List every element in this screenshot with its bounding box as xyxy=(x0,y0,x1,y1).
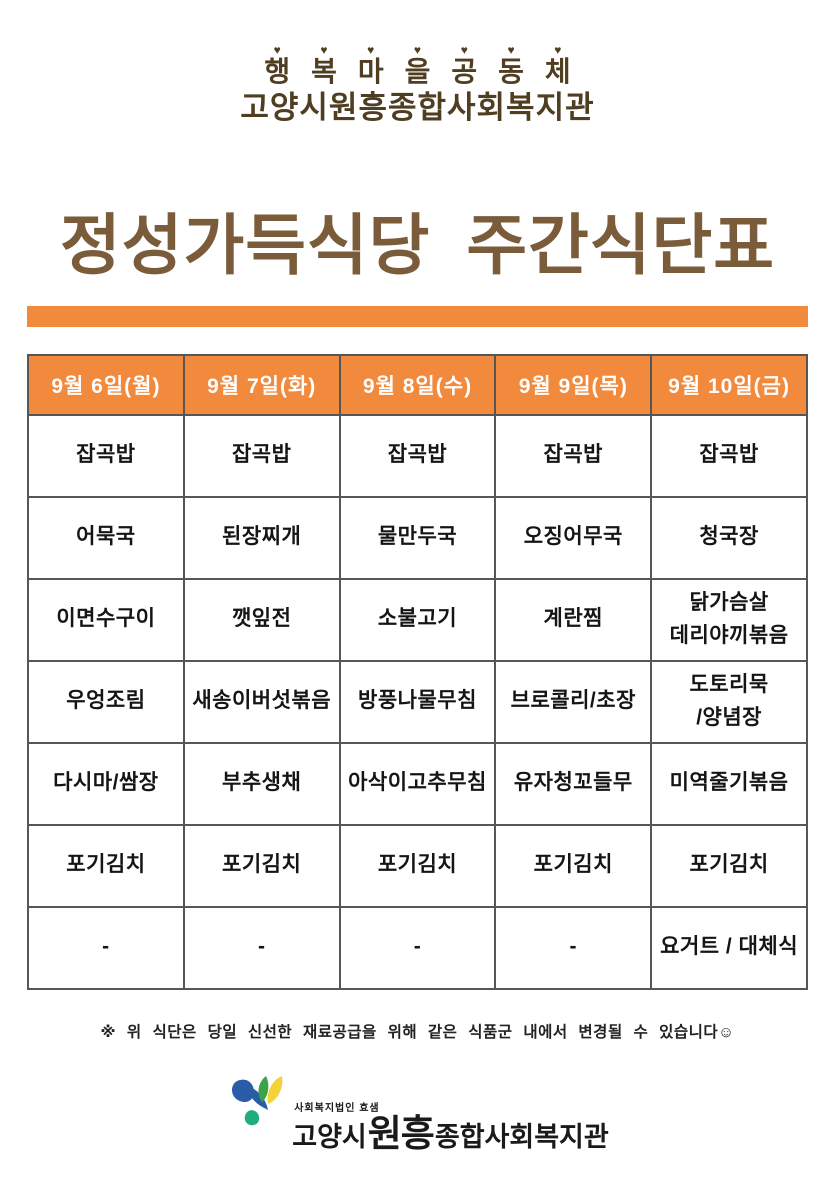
table-row: 포기김치 포기김치 포기김치 포기김치 포기김치 xyxy=(27,823,808,908)
community-char: 마 xyxy=(357,56,384,87)
org-community-name: ♥ 행 ♥ 복 ♥ 마 ♥ 을 ♥ 공 ♥ 동 xyxy=(0,44,835,86)
org-logo: 사회복지법인 효샘 고양시 원흥 종합사회복지관 xyxy=(0,1074,835,1152)
menu-cell: 이면수구이 xyxy=(27,577,185,662)
menu-cell: 잡곡밥 xyxy=(650,413,808,498)
heart-icon: ♥ xyxy=(320,43,328,57)
menu-cell: - xyxy=(338,905,497,990)
menu-cell: 포기김치 xyxy=(338,823,497,908)
community-char-block: ♥ 을 xyxy=(405,44,431,86)
menu-cell: - xyxy=(182,905,341,990)
logo-center-name: 고양시 원흥 종합사회복지관 xyxy=(292,1115,609,1152)
header-cell-tue: 9월 7일(화) xyxy=(182,353,341,416)
menu-cell: 미역줄기볶음 xyxy=(650,741,808,826)
table-header-row: 9월 6일(월) 9월 7일(화) 9월 8일(수) 9월 9일(목) 9월 1… xyxy=(27,353,808,416)
community-char: 체 xyxy=(544,56,571,87)
footer-note: ※ 위 식단은 당일 신선한 재료공급을 위해 같은 식품군 내에서 변경될 수… xyxy=(100,1023,735,1041)
header-cell-mon: 9월 6일(월) xyxy=(27,353,185,416)
community-char-block: ♥ 마 xyxy=(358,44,384,86)
menu-cell: 잡곡밥 xyxy=(338,413,497,498)
heart-icon: ♥ xyxy=(413,43,422,57)
table-row: 잡곡밥 잡곡밥 잡곡밥 잡곡밥 잡곡밥 xyxy=(27,413,808,498)
menu-cell: - xyxy=(27,905,185,990)
menu-cell: 잡곡밥 xyxy=(182,413,341,498)
menu-cell: 소불고기 xyxy=(338,577,497,662)
logo-name-prefix: 고양시 xyxy=(292,1121,367,1152)
logo-foundation-text: 사회복지법인 효샘 xyxy=(294,1102,380,1114)
menu-cell: 다시마/쌈장 xyxy=(27,741,185,826)
page-title: 정성가득식당 주간식단표 xyxy=(0,212,835,278)
menu-cell: 요거트 / 대체식 xyxy=(650,905,808,990)
community-char: 복 xyxy=(311,56,337,87)
community-char-block: ♥ 복 xyxy=(311,44,337,86)
community-char-block: ♥ 동 xyxy=(498,44,524,86)
heart-icon: ♥ xyxy=(460,43,468,57)
heart-icon: ♥ xyxy=(554,43,562,57)
table-row: 어묵국 된장찌개 물만두국 오징어무국 청국장 xyxy=(27,495,808,580)
header-cell-thu: 9월 9일(목) xyxy=(494,353,653,416)
community-char: 을 xyxy=(404,56,431,87)
community-char: 공 xyxy=(451,56,478,87)
menu-cell: 도토리묵 /양념장 xyxy=(650,659,808,744)
menu-table-head: 9월 6일(월) 9월 7일(화) 9월 8일(수) 9월 9일(목) 9월 1… xyxy=(27,353,808,416)
menu-cell: 닭가슴살 데리야끼볶음 xyxy=(650,577,808,662)
menu-cell: 유자청꼬들무 xyxy=(494,741,653,826)
logo-name-suffix: 종합사회복지관 xyxy=(434,1121,609,1152)
page-title-part2: 주간식단표 xyxy=(466,207,775,282)
header-cell-fri: 9월 10일(금) xyxy=(650,353,808,416)
community-char-block: ♥ 공 xyxy=(451,44,477,86)
menu-cell: 우엉조림 xyxy=(27,659,185,744)
menu-cell: 포기김치 xyxy=(182,823,341,908)
table-row: 우엉조림 새송이버섯볶음 방풍나물무침 브로콜리/초장 도토리묵 /양념장 xyxy=(27,659,808,744)
header-cell-wed: 9월 8일(수) xyxy=(338,353,497,416)
community-char: 행 xyxy=(264,56,291,87)
menu-cell: 깻잎전 xyxy=(182,577,341,662)
menu-cell: 아삭이고추무침 xyxy=(338,741,497,826)
menu-cell: 포기김치 xyxy=(650,823,808,908)
community-char-block: ♥ 행 xyxy=(264,44,290,86)
table-row: 다시마/쌈장 부추생채 아삭이고추무침 유자청꼬들무 미역줄기볶음 xyxy=(27,741,808,826)
menu-cell: 물만두국 xyxy=(338,495,497,580)
menu-cell: 브로콜리/초장 xyxy=(494,659,653,744)
menu-cell: 어묵국 xyxy=(27,495,185,580)
menu-cell: 잡곡밥 xyxy=(494,413,653,498)
menu-table-body: 잡곡밥 잡곡밥 잡곡밥 잡곡밥 잡곡밥 어묵국 된장찌개 물만두국 오징어무국 … xyxy=(27,413,808,990)
menu-cell: 청국장 xyxy=(650,495,808,580)
weekly-menu-table: 9월 6일(월) 9월 7일(화) 9월 8일(수) 9월 9일(목) 9월 1… xyxy=(27,353,808,990)
logo-mark-icon xyxy=(232,1075,283,1125)
heart-icon: ♥ xyxy=(507,43,515,57)
menu-cell: 방풍나물무침 xyxy=(338,659,497,744)
menu-cell: 포기김치 xyxy=(494,823,653,908)
heart-icon: ♥ xyxy=(273,43,281,57)
community-char: 동 xyxy=(498,56,524,87)
table-row: 이면수구이 깻잎전 소불고기 계란찜 닭가슴살 데리야끼볶음 xyxy=(27,577,808,662)
menu-cell: 새송이버섯볶음 xyxy=(182,659,341,744)
menu-cell: 부추생채 xyxy=(182,741,341,826)
logo-name-emphasis: 원흥 xyxy=(367,1112,435,1154)
table-row: - - - - 요거트 / 대체식 xyxy=(27,905,808,990)
menu-cell: 된장찌개 xyxy=(182,495,341,580)
divider-bar xyxy=(27,305,808,327)
menu-cell: - xyxy=(494,905,653,990)
logo-text: 사회복지법인 효샘 고양시 원흥 종합사회복지관 xyxy=(292,1099,609,1152)
org-center-name: 고양시원흥종합사회복지관 xyxy=(240,90,595,125)
menu-cell: 잡곡밥 xyxy=(27,413,185,498)
menu-cell: 계란찜 xyxy=(494,577,653,662)
heart-icon: ♥ xyxy=(367,43,375,57)
community-char-block: ♥ 체 xyxy=(545,44,571,86)
page-title-part1: 정성가득식당 xyxy=(60,207,431,282)
menu-cell: 포기김치 xyxy=(27,823,185,908)
org-header: ♥ 행 ♥ 복 ♥ 마 ♥ 을 ♥ 공 ♥ 동 xyxy=(0,0,835,126)
menu-cell: 오징어무국 xyxy=(494,495,653,580)
